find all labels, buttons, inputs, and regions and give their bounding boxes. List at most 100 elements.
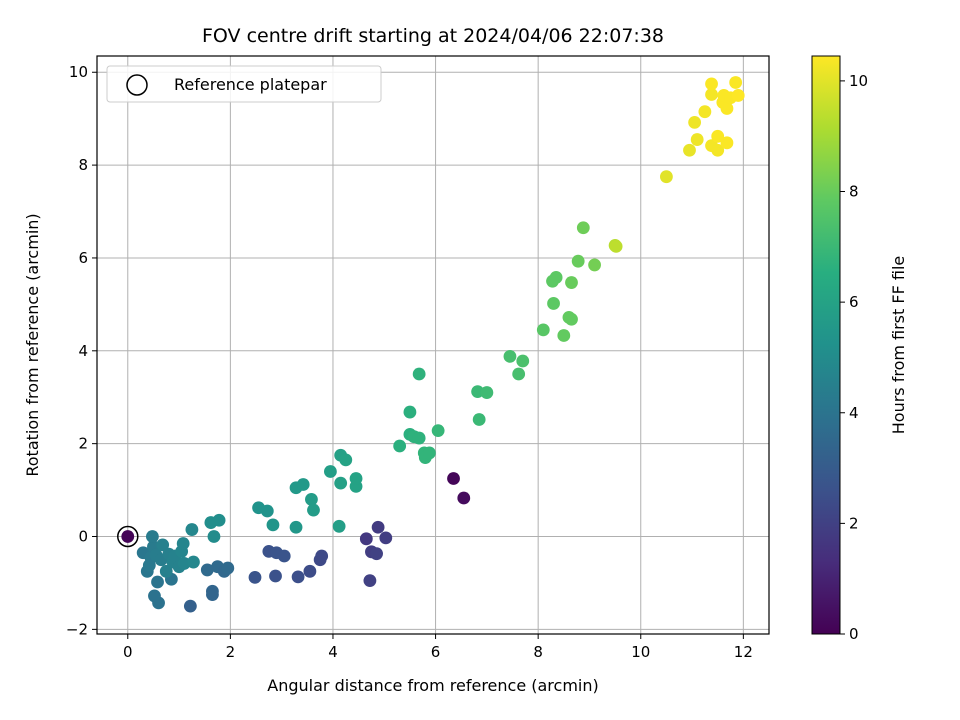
data-point <box>412 431 426 445</box>
data-point <box>547 297 560 310</box>
data-point <box>379 531 393 545</box>
data-point <box>269 569 282 583</box>
data-point <box>516 354 530 368</box>
data-point <box>176 537 190 550</box>
x-tick-label: 0 <box>123 643 133 661</box>
data-point <box>187 555 200 569</box>
colorbar-gradient <box>811 55 841 635</box>
colorbar: 0 2 4 6 8 10 Hours from first FF file <box>811 55 908 643</box>
data-point <box>423 446 436 460</box>
data-point <box>334 476 348 490</box>
reference-point-fill <box>121 530 135 543</box>
data-point <box>206 588 219 601</box>
data-point <box>277 549 291 563</box>
data-point <box>296 478 310 491</box>
data-point <box>698 105 712 119</box>
colorbar-tick-label: 6 <box>849 293 859 311</box>
x-tick-label: 12 <box>734 643 753 661</box>
colorbar-tick-label: 8 <box>849 183 859 201</box>
colorbar-tick-label: 2 <box>849 514 859 532</box>
data-point <box>720 136 734 150</box>
data-point <box>705 88 718 101</box>
colorbar-label: Hours from first FF file <box>889 256 908 435</box>
data-point <box>151 575 164 589</box>
data-point <box>260 504 274 518</box>
colorbar-tick-label: 4 <box>849 404 859 422</box>
y-tick-label: 8 <box>78 156 88 174</box>
y-axis-label: Rotation from reference (arcmin) <box>23 213 42 476</box>
x-tick-label: 4 <box>328 643 338 661</box>
data-point <box>503 349 517 363</box>
data-point <box>324 465 337 478</box>
data-point <box>457 491 471 505</box>
legend-marker-reference <box>126 74 148 96</box>
data-point <box>200 563 214 577</box>
data-point <box>266 518 280 532</box>
data-point <box>212 513 226 527</box>
data-point <box>660 170 673 184</box>
grid-lines <box>97 56 769 634</box>
data-point <box>557 329 571 342</box>
reference-platepar-marker <box>117 525 139 548</box>
data-point <box>731 89 745 102</box>
x-axis-ticks: 0 2 4 6 8 10 12 <box>123 634 753 661</box>
data-point <box>339 453 353 467</box>
data-point <box>403 405 417 419</box>
data-point <box>349 472 363 485</box>
x-tick-label: 10 <box>631 643 650 661</box>
data-point <box>565 276 578 289</box>
x-tick-label: 8 <box>533 643 543 661</box>
data-point <box>480 386 494 399</box>
data-point <box>536 323 550 337</box>
data-point <box>720 102 734 115</box>
legend-box <box>106 65 382 103</box>
data-point <box>729 76 743 89</box>
data-point <box>588 258 601 272</box>
chart-title: FOV centre drift starting at 2024/04/06 … <box>202 25 664 47</box>
data-point <box>711 143 725 157</box>
data-point <box>363 574 377 588</box>
x-tick-label: 6 <box>431 643 441 661</box>
data-point <box>549 271 563 284</box>
colorbar-tick-label: 10 <box>849 72 868 90</box>
data-point <box>221 561 235 575</box>
data-point <box>146 530 159 543</box>
data-point <box>683 143 696 157</box>
data-point <box>431 424 445 438</box>
data-point <box>185 523 199 536</box>
data-point <box>609 239 623 253</box>
data-point <box>576 221 590 235</box>
y-tick-label: 2 <box>78 435 88 453</box>
data-point <box>688 115 702 129</box>
data-point <box>332 519 346 533</box>
data-point <box>159 564 173 578</box>
data-point <box>472 413 486 426</box>
data-point <box>512 367 526 381</box>
data-point <box>711 129 725 143</box>
y-tick-label: 10 <box>69 63 88 81</box>
data-point <box>156 538 170 552</box>
colorbar-tick-label: 0 <box>849 625 859 643</box>
y-tick-label: 6 <box>78 249 88 267</box>
x-tick-label: 2 <box>226 643 236 661</box>
data-point <box>571 254 585 268</box>
data-point <box>371 520 385 534</box>
data-point <box>248 570 262 584</box>
legend: Reference platepar <box>106 65 382 103</box>
data-points <box>117 76 745 613</box>
data-point <box>705 77 718 91</box>
colorbar-ticks: 0 2 4 6 8 10 <box>840 72 868 643</box>
data-point <box>447 472 460 485</box>
data-point <box>359 532 373 546</box>
y-axis-ticks: −2 0 2 4 6 8 10 <box>66 63 97 638</box>
data-point <box>370 547 383 561</box>
data-point <box>183 599 197 613</box>
y-tick-label: 4 <box>78 342 88 360</box>
data-point <box>307 503 320 517</box>
data-point <box>471 385 485 399</box>
data-point <box>152 596 165 610</box>
plot-frame <box>96 55 770 635</box>
data-point <box>313 553 327 567</box>
x-axis-label: Angular distance from reference (arcmin) <box>267 676 598 695</box>
